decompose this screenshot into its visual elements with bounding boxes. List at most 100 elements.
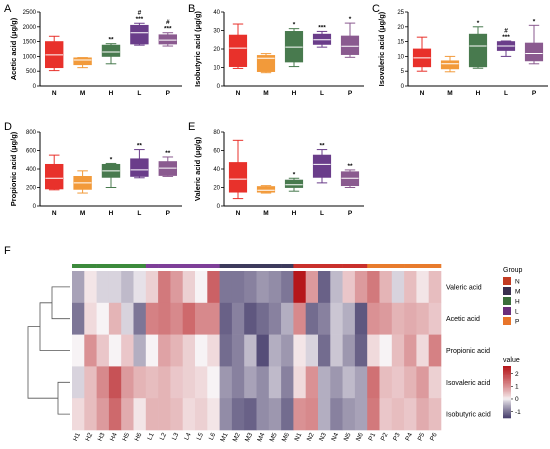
panel-letter-c: C	[372, 3, 380, 15]
heatmap-cell	[281, 334, 294, 367]
box-m	[440, 55, 460, 73]
heatmap-cell	[207, 398, 220, 431]
group-strip-cell	[195, 264, 208, 268]
significance-mark: **	[347, 163, 353, 170]
y-tick-label: 40	[213, 167, 220, 173]
heatmap-cell	[231, 271, 245, 304]
box-panel-b: 0 10 20 30 40 Isobutyric acid (μg/g) N M * H *** L *…	[193, 10, 364, 97]
heatmap-cell	[182, 398, 196, 431]
heatmap-column-label: H1	[72, 432, 82, 443]
group-legend-swatch	[503, 307, 511, 315]
heatmap-column-label: P4	[404, 432, 414, 443]
heatmap-cell	[256, 334, 270, 367]
heatmap-cell	[293, 366, 306, 399]
heatmap-cell	[404, 398, 417, 431]
group-strip-cell	[219, 264, 233, 268]
x-category-label: M	[80, 90, 85, 97]
colorbar-segment	[503, 379, 511, 381]
group-strip-cell	[268, 264, 282, 268]
heatmap-cell	[195, 302, 208, 335]
y-tick-label: 20	[397, 25, 404, 31]
significance-mark: **	[319, 143, 325, 150]
box-body	[228, 34, 248, 67]
y-tick-label: 60	[213, 149, 220, 155]
heatmap-cell	[207, 302, 220, 335]
colorbar-segment	[503, 388, 511, 390]
group-strip-cell	[379, 264, 393, 268]
panel-letter-a: A	[4, 3, 12, 15]
heatmap-column-label: M1	[219, 432, 229, 443]
heatmap-cell	[428, 334, 442, 367]
heatmap-cell	[305, 398, 319, 431]
box-n	[228, 23, 248, 69]
box-panel-e: 0 20 40 60 80 Valeric acid (μg/g) N M * H ** L ** P	[193, 130, 364, 217]
group-legend-label: N	[515, 279, 520, 286]
box-n	[44, 35, 64, 72]
box-h: *	[284, 22, 304, 68]
colorbar-segment	[503, 367, 511, 369]
box-body	[524, 42, 544, 62]
heatmap-cell	[182, 334, 196, 367]
heatmap-cell	[219, 398, 233, 431]
heatmap-cell	[330, 398, 343, 431]
x-category-label: H	[476, 90, 481, 97]
group-strip-cell	[158, 264, 171, 268]
colorbar-segment	[503, 394, 511, 397]
y-tick-label: 0	[33, 204, 37, 210]
colorbar-segment	[503, 415, 511, 417]
significance-mark: ***	[502, 34, 510, 41]
heatmap-column-label: P6	[429, 432, 439, 443]
x-category-label: H	[292, 90, 297, 97]
significance-mark: #	[166, 19, 170, 26]
significance-mark: ***	[164, 26, 172, 33]
x-category-label: L	[504, 90, 508, 97]
colorbar-segment	[503, 414, 511, 416]
heatmap-cell	[72, 398, 85, 431]
heatmap-cell	[108, 398, 122, 431]
heatmap-cell	[416, 398, 429, 431]
heatmap-column-label: H5	[121, 432, 131, 443]
heatmap-cell	[293, 271, 306, 304]
heatmap-cell	[330, 366, 343, 399]
heatmap-cell	[330, 334, 343, 367]
box-body	[101, 44, 121, 57]
heatmap-cell	[133, 334, 147, 367]
colorbar-segment	[503, 390, 511, 393]
group-strip-cell	[108, 264, 122, 268]
x-category-label: L	[320, 90, 324, 97]
group-strip-cell	[231, 264, 245, 268]
colorbar-segment	[503, 412, 511, 415]
heatmap-cell	[158, 271, 171, 304]
heatmap-cell	[84, 271, 97, 304]
heatmap-cell	[379, 302, 393, 335]
heatmap-cell	[281, 366, 294, 399]
heatmap-cell	[256, 271, 270, 304]
colorbar-segment	[503, 375, 511, 377]
heatmap-column-label: N6	[355, 432, 365, 443]
heatmap-column-label: N3	[318, 432, 328, 443]
row-dendrogram	[27, 286, 70, 415]
heatmap-row-label: Valeric acid	[446, 284, 482, 291]
heatmap-cell	[121, 398, 134, 431]
heatmap-cell	[72, 366, 85, 399]
heatmap-cell	[121, 302, 134, 335]
heatmap-cell	[404, 366, 417, 399]
heatmap-cell	[195, 366, 208, 399]
dendrogram-branch	[27, 326, 58, 399]
heatmap-cell	[342, 334, 356, 367]
panel-letter-b: B	[188, 3, 195, 15]
heatmap-column-label: L1	[146, 432, 156, 442]
heatmap-cell	[354, 302, 368, 335]
y-tick-label: 600	[26, 149, 37, 155]
colorbar-segment	[503, 407, 511, 410]
heatmap-cell	[133, 366, 147, 399]
group-legend-title: Group	[503, 267, 523, 274]
heatmap-cell	[367, 398, 380, 431]
box-panel-a: 0 500 1000 1500 2000 2500 Acetic acid (μg/g) N M…	[9, 10, 182, 97]
heatmap-cell	[244, 302, 257, 335]
box-panel-d: 0 200 400 600 800 Propionic acid (μg/g) N M * H **…	[9, 130, 182, 217]
heatmap-cell	[281, 271, 294, 304]
y-tick-label: 80	[213, 130, 220, 136]
heatmap-cell	[404, 334, 417, 367]
